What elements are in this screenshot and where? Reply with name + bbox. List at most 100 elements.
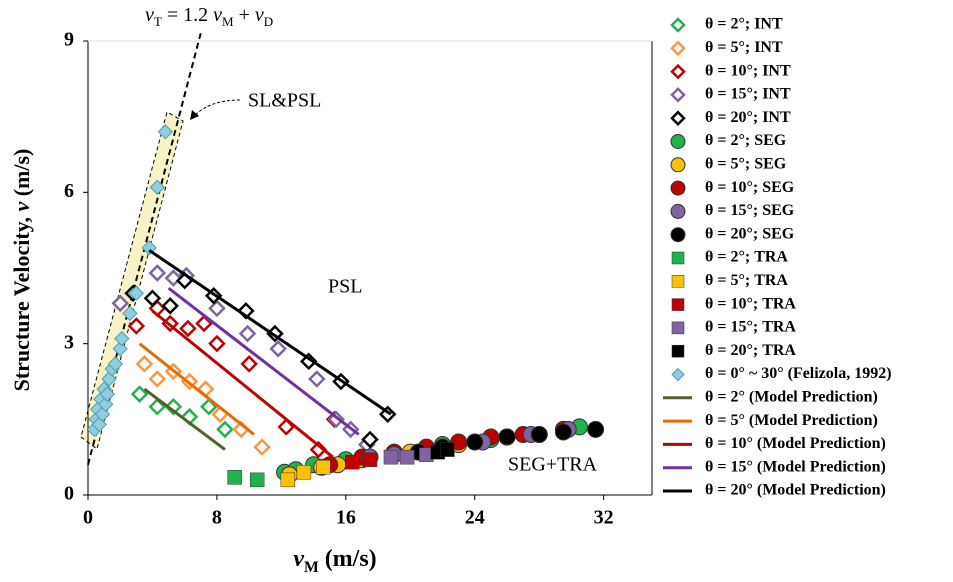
y-tick-label: 9 <box>64 29 74 51</box>
point <box>149 179 165 195</box>
point <box>530 425 548 443</box>
point <box>240 355 258 373</box>
legend-swatch <box>670 63 686 80</box>
y-axis-title: Structure Velocity, v (m/s) <box>9 149 34 392</box>
label-part: Structure Velocity, <box>9 212 34 392</box>
highlight-band <box>81 112 183 449</box>
model-line <box>151 309 334 459</box>
label-part: + <box>234 4 255 26</box>
legend-label: θ = 10° (Model Prediction) <box>705 435 886 452</box>
point <box>249 472 265 488</box>
label-part: (m/s) <box>9 149 34 202</box>
point <box>112 341 128 357</box>
model-line <box>143 387 226 451</box>
point <box>308 370 326 388</box>
point <box>148 370 167 388</box>
x-tick-label: 0 <box>83 507 93 529</box>
legend-swatch <box>671 275 685 288</box>
y-tick-label: 6 <box>64 180 74 202</box>
legend-label: θ = 20°; INT <box>705 109 791 126</box>
label-part: (m/s) <box>319 546 377 572</box>
point <box>296 465 312 480</box>
legend-label: θ = 20° (Model Prediction) <box>705 482 886 499</box>
legend-swatch <box>671 344 685 358</box>
annotation: SEG+TRA <box>508 454 598 476</box>
point <box>122 305 138 322</box>
highlight-box <box>80 111 184 450</box>
legend-label: θ = 2°; TRA <box>705 249 788 266</box>
legend-swatch <box>670 203 686 219</box>
equation: vT = 1.2 vM + vD <box>145 4 273 30</box>
legend-label: θ = 15°; INT <box>705 86 791 103</box>
point <box>253 438 271 456</box>
legend-swatch <box>671 251 685 265</box>
legend-label: θ = 2°; SEG <box>705 132 787 149</box>
legend-swatch <box>671 321 685 335</box>
legend-label: θ = 10°; INT <box>705 62 791 79</box>
label-part: v <box>9 202 34 212</box>
point <box>157 124 174 140</box>
label-part: T <box>154 14 162 29</box>
annotation: PSL <box>328 276 362 298</box>
point <box>269 339 287 358</box>
point <box>316 460 331 475</box>
point <box>216 420 234 439</box>
point <box>164 397 183 416</box>
label-part: M <box>222 14 234 29</box>
model-line <box>167 286 360 436</box>
point <box>280 472 296 488</box>
legend-swatch <box>670 110 686 126</box>
point <box>130 385 149 403</box>
x-tick-label: 8 <box>212 507 222 529</box>
point <box>99 386 116 402</box>
point <box>208 334 226 353</box>
point <box>208 299 226 318</box>
annotation: SL&PSL <box>248 90 321 112</box>
legend-label: θ = 20°; TRA <box>705 342 796 359</box>
legend-swatch <box>670 227 686 243</box>
legend-swatch <box>670 157 686 173</box>
point <box>227 470 242 485</box>
label-part: v <box>213 4 222 26</box>
model-line <box>148 249 392 416</box>
legend-label: θ = 5°; SEG <box>705 155 787 172</box>
legend-label: θ = 5° (Model Prediction) <box>705 412 878 429</box>
point <box>383 449 399 465</box>
legend-label: θ = 15° (Model Prediction) <box>705 458 886 475</box>
point <box>466 433 484 451</box>
point <box>161 297 179 315</box>
point <box>135 355 154 373</box>
legend-swatch <box>671 298 685 311</box>
x-tick-label: 16 <box>336 507 356 529</box>
point <box>143 289 162 308</box>
point <box>107 356 124 372</box>
label-part: = 1.2 <box>162 4 213 26</box>
legend-label: θ = 2°; INT <box>705 16 783 33</box>
point <box>440 442 455 457</box>
legend-label: θ = 10°; TRA <box>705 295 796 312</box>
legend-swatch <box>670 17 686 33</box>
legend-label: θ = 15°; TRA <box>705 319 796 336</box>
x-tick-label: 24 <box>465 507 485 529</box>
legend-label: θ = 10°; SEG <box>705 179 795 196</box>
legend-label: θ = 0° ~ 30° (Felizola, 1992) <box>705 365 892 382</box>
legend-swatch <box>670 87 686 103</box>
point <box>179 319 197 338</box>
label-part: v <box>293 546 304 572</box>
point <box>127 317 146 335</box>
annotation-arrow <box>193 99 241 117</box>
legend-swatch <box>670 40 686 57</box>
point <box>148 264 167 282</box>
y-tick-label: 0 <box>64 483 74 505</box>
legend-swatch <box>671 367 685 382</box>
legend-swatch <box>670 134 686 149</box>
legend-label: θ = 5°; INT <box>705 39 783 56</box>
point <box>554 423 572 441</box>
legend-label: θ = 15°; SEG <box>705 202 795 219</box>
x-tick-label: 32 <box>594 507 614 529</box>
legend-label: θ = 5°; TRA <box>705 272 788 289</box>
point <box>128 285 145 301</box>
point <box>361 430 379 449</box>
point <box>238 324 257 343</box>
